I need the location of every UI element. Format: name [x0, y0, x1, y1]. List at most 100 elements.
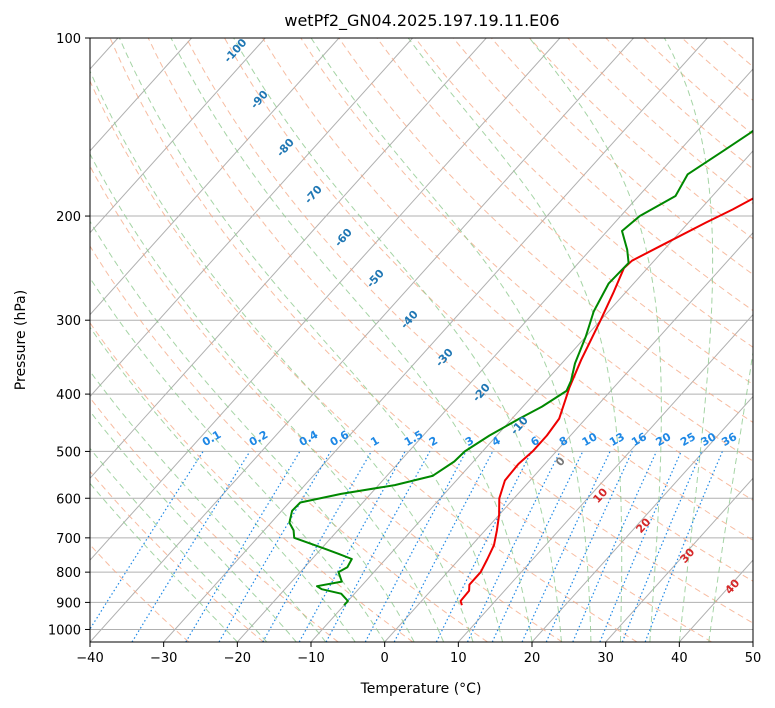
- mixing-ratio-label: 8: [557, 434, 570, 449]
- x-axis-label: Temperature (°C): [360, 681, 482, 697]
- dry-adiabat: [90, 322, 414, 642]
- y-axis-label: Pressure (hPa): [13, 290, 29, 390]
- dry-adiabat: [414, 38, 753, 348]
- dewpoint-profile-line: [288, 129, 753, 606]
- y-tick-label: 100: [56, 32, 81, 47]
- isotherm-line: [531, 395, 753, 642]
- moist-adiabat: [90, 277, 386, 642]
- moist-adiabat: [118, 38, 503, 642]
- mixing-ratio-label: 2: [427, 434, 440, 449]
- dry-adiabat-label-lower: 30: [677, 545, 697, 565]
- moist-adiabat: [407, 38, 623, 642]
- isotherm-line: [90, 38, 561, 561]
- mixing-ratio-line: [185, 451, 301, 642]
- temperature-profile-line: [459, 197, 753, 606]
- dry-adiabat: [567, 38, 753, 205]
- dry-adiabat-label-lower: 10: [590, 485, 610, 505]
- x-tick-label: 30: [597, 651, 614, 666]
- mixing-ratio-label: 1.5: [402, 428, 425, 449]
- moist-adiabat: [90, 152, 445, 642]
- dry-adiabat: [90, 245, 488, 642]
- dry-adiabat: [90, 79, 638, 642]
- dry-adiabat: [109, 38, 712, 642]
- mixing-ratio-label: 0.6: [328, 428, 352, 449]
- isotherm-line: [90, 38, 192, 152]
- isotherm-line: [310, 150, 753, 642]
- x-tick-label: 10: [450, 651, 467, 666]
- isotherm-line: [90, 38, 266, 234]
- dry-adiabat-label: -20: [470, 381, 493, 405]
- mixing-ratio-line: [599, 451, 682, 642]
- dry-adiabat: [90, 165, 563, 642]
- x-tick-label: −40: [76, 651, 103, 666]
- mixing-ratio-label: 4: [490, 434, 503, 449]
- isotherm-line: [236, 68, 753, 642]
- dry-adiabat-label: -80: [274, 136, 297, 160]
- plot-frame: [89, 37, 754, 643]
- moist-adiabat: [90, 69, 474, 642]
- isotherm-line: [90, 38, 340, 316]
- moist-adiabat: [310, 38, 592, 642]
- moist-adiabat: [90, 482, 238, 642]
- mixing-ratio-label: 6: [529, 434, 542, 449]
- chart-title: wetPf2_GN04.2025.197.19.11.E06: [284, 11, 559, 31]
- dry-adiabat: [452, 38, 753, 312]
- x-tick-label: −30: [150, 651, 177, 666]
- y-tick-label: 600: [56, 492, 81, 507]
- mixing-ratio-line: [545, 451, 633, 642]
- mixing-ratio-label: 25: [678, 430, 698, 449]
- mixing-ratio-line: [393, 451, 494, 642]
- isotherm-line: [163, 38, 708, 642]
- x-tick-label: −20: [224, 651, 251, 666]
- y-tick-label: 300: [56, 314, 81, 329]
- dry-adiabat-label: -10: [508, 414, 531, 438]
- x-tick-label: 20: [524, 651, 541, 666]
- isotherm-line: [384, 231, 753, 642]
- moist-adiabat: [233, 38, 562, 642]
- moist-adiabat: [708, 349, 753, 642]
- dry-adiabat: [491, 38, 753, 276]
- mixing-ratio-line: [298, 451, 406, 642]
- isotherm-line: [457, 313, 753, 642]
- y-tick-label: 800: [56, 566, 81, 581]
- y-tick-label: 200: [56, 210, 81, 225]
- y-tick-label: 1000: [48, 623, 81, 638]
- dry-adiabat: [90, 470, 264, 642]
- dry-adiabat: [224, 38, 753, 541]
- dry-adiabat-label: -30: [433, 346, 456, 370]
- dry-adiabat: [338, 38, 753, 423]
- mixing-ratio-line: [435, 451, 533, 642]
- mixing-ratio-label: 0.4: [297, 428, 321, 449]
- mixing-ratio-line: [131, 451, 251, 642]
- dry-adiabat-label: -70: [302, 183, 325, 207]
- mixing-ratio-label: 3: [463, 434, 476, 449]
- dry-adiabat: [90, 396, 339, 642]
- dry-adiabat: [529, 38, 753, 240]
- isotherm-line: [605, 477, 753, 642]
- moist-adiabat: [90, 220, 415, 642]
- dry-adiabat: [605, 38, 753, 170]
- x-tick-label: 50: [745, 651, 762, 666]
- moist-adiabat: [90, 370, 327, 642]
- isotherm-line: [90, 38, 634, 642]
- dry-adiabat: [681, 38, 753, 102]
- dry-adiabat-label-lower: 40: [722, 576, 742, 596]
- dry-adiabat: [719, 38, 753, 68]
- dry-adiabat-label: -40: [398, 308, 421, 332]
- axes: −40 −30 −20 −10 0 10 20 30 40 5010020030040050060…: [48, 32, 761, 666]
- plot-area: [90, 38, 753, 642]
- x-tick-label: −10: [297, 651, 324, 666]
- dry-adiabat-label: -60: [332, 226, 355, 250]
- dry-adiabat: [147, 38, 753, 624]
- dry-adiabat-label-lower: 20: [633, 515, 653, 535]
- line-labels: 0.1 0.2 0.4 0.6 1 1.5 2 3 4 6 8 10 13 16 20 25 30 36-100-…: [200, 38, 743, 597]
- mixing-ratio-label: 36: [719, 430, 739, 449]
- y-tick-label: 500: [56, 445, 81, 460]
- moist-adiabat: [90, 410, 297, 642]
- mixing-ratio-label: 30: [699, 430, 719, 449]
- dry-adiabat: [376, 38, 753, 386]
- dry-adiabat: [185, 38, 753, 582]
- mixing-ratio-line: [218, 451, 332, 642]
- x-tick-label: 0: [381, 651, 389, 666]
